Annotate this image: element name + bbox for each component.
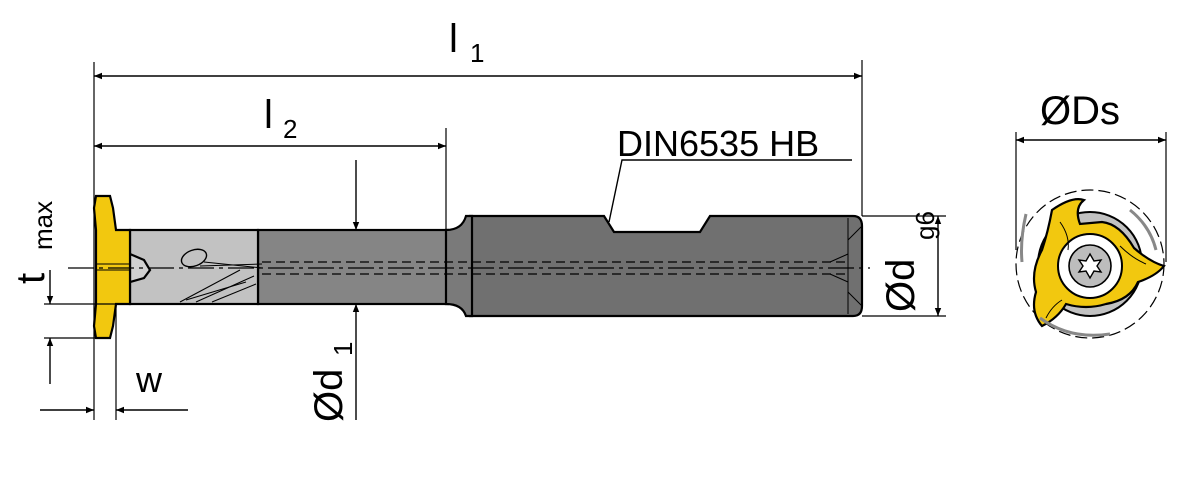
label-d1: Ød xyxy=(307,369,351,422)
torx-screw-icon xyxy=(1077,252,1103,280)
transition xyxy=(444,214,474,318)
label-ds: ØDs xyxy=(1040,89,1120,133)
label-tmax: t xyxy=(9,273,53,284)
tooth-edge-2 xyxy=(1119,245,1147,265)
label-d1-sub: 1 xyxy=(328,342,358,356)
tooth-edge-1 xyxy=(1059,221,1069,251)
end-view: ØDs xyxy=(1015,89,1167,339)
din-leader xyxy=(608,159,852,223)
shank xyxy=(468,214,864,318)
hatch-3 xyxy=(211,283,257,303)
label-l1: l xyxy=(449,17,458,61)
label-w: w xyxy=(135,359,163,400)
coolant-bore xyxy=(180,248,208,268)
label-d-sub: g6 xyxy=(910,211,940,240)
label-l1-sub: 1 xyxy=(470,38,484,68)
chamfer-top xyxy=(847,225,863,241)
hidden-tip-2 xyxy=(829,273,849,283)
tooth-edge-3 xyxy=(1045,299,1063,319)
body-arc-3 xyxy=(1129,208,1158,251)
label-d: Ød xyxy=(879,259,923,312)
hatch-4 xyxy=(185,281,247,301)
label-tmax-sub: max xyxy=(28,201,58,250)
dimensions: l 1 l 2 DIN6535 HB Ød 1 Ød g6 t max w xyxy=(9,17,946,422)
hatch-2 xyxy=(195,275,255,303)
body-arc-2 xyxy=(1039,316,1111,337)
chamfer-bottom xyxy=(847,291,863,307)
neck xyxy=(256,228,450,306)
outer-circle xyxy=(1015,189,1165,339)
label-din: DIN6535 HB xyxy=(617,123,819,164)
label-l2: l xyxy=(264,93,273,137)
side-view xyxy=(68,194,870,340)
bore-line-2 xyxy=(199,263,263,267)
hatch-1 xyxy=(179,269,241,303)
cutting-insert xyxy=(92,194,132,340)
hidden-tip-1 xyxy=(829,253,849,263)
body-arc-1 xyxy=(1020,213,1028,263)
label-l2-sub: 2 xyxy=(283,114,297,144)
